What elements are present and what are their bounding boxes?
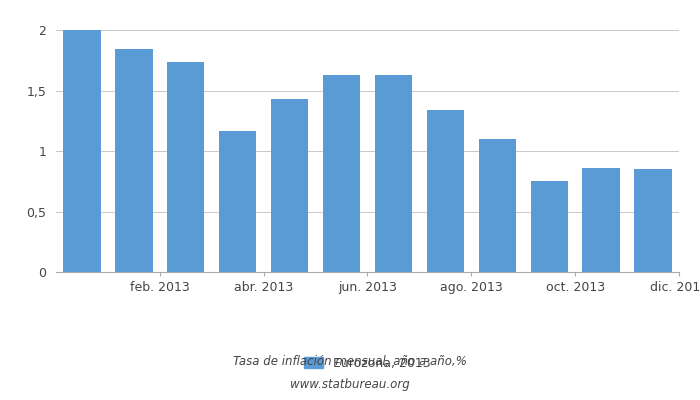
- Text: Tasa de inflación mensual, año a año,%: Tasa de inflación mensual, año a año,%: [233, 356, 467, 368]
- Bar: [374, 75, 412, 272]
- Bar: [427, 110, 464, 272]
- Bar: [323, 75, 360, 272]
- Bar: [582, 168, 620, 272]
- Bar: [531, 181, 568, 272]
- Bar: [271, 99, 308, 272]
- Bar: [479, 139, 516, 272]
- Text: www.statbureau.org: www.statbureau.org: [290, 378, 410, 391]
- Legend: Eurozona, 2013: Eurozona, 2013: [300, 352, 435, 375]
- Bar: [63, 30, 101, 272]
- Bar: [116, 50, 153, 272]
- Bar: [634, 169, 672, 272]
- Bar: [219, 130, 256, 272]
- Bar: [167, 62, 204, 272]
